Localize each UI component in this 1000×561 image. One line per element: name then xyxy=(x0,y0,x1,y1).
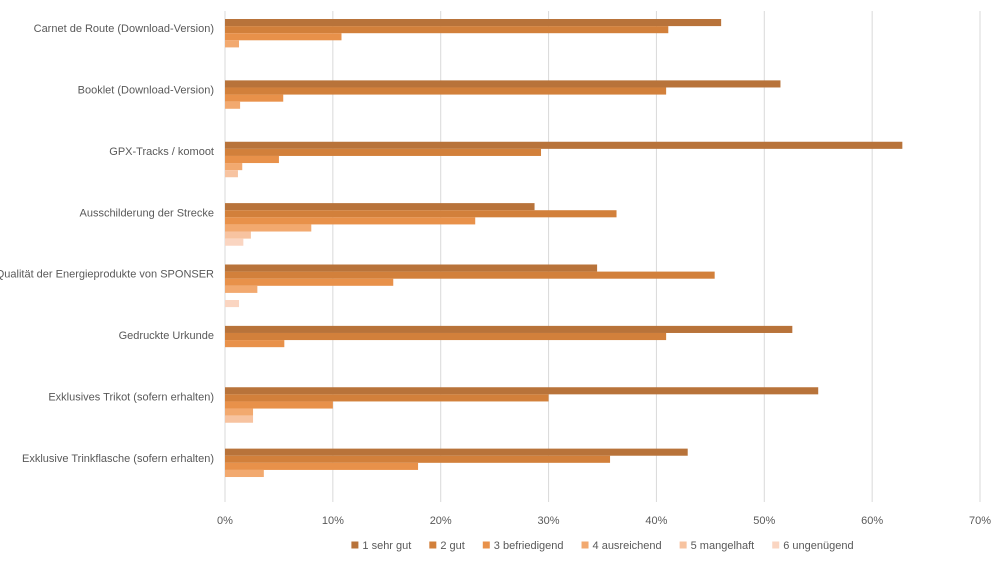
bar-8-4 xyxy=(225,469,264,478)
bar-8-3 xyxy=(225,462,419,470)
category-label: Qualität der Energieprodukte von SPONSER xyxy=(0,269,214,281)
legend-item: 6 ungenügend xyxy=(772,540,854,552)
bar-7-1 xyxy=(225,387,819,395)
bar-3-2 xyxy=(225,148,542,156)
bar-4-1 xyxy=(225,203,535,211)
bar-5-3 xyxy=(225,278,394,286)
bar-2-3 xyxy=(225,94,284,102)
category-label: Exklusive Trinkflasche (sofern erhalten) xyxy=(22,453,214,465)
x-tick-label: 20% xyxy=(430,515,452,527)
legend-item: 2 gut xyxy=(429,540,465,552)
bar-3-4 xyxy=(225,163,243,171)
bar-2-1 xyxy=(225,80,781,88)
bar-6-2 xyxy=(225,332,667,341)
legend-swatch xyxy=(351,541,359,549)
category-label: Ausschilderung der Strecke xyxy=(79,207,214,219)
bar-6-3 xyxy=(225,340,285,348)
bar-6-1 xyxy=(225,325,793,333)
x-tick-label: 60% xyxy=(861,515,883,527)
bar-2-4 xyxy=(225,101,241,109)
category-label: Carnet de Route (Download-Version) xyxy=(34,23,214,35)
bar-5-4 xyxy=(225,285,258,293)
bar-1-4 xyxy=(225,40,240,48)
bar-3-1 xyxy=(225,141,903,149)
x-tick-label: 30% xyxy=(538,515,560,527)
x-tick-label: 40% xyxy=(645,515,667,527)
legend-swatch xyxy=(482,541,490,549)
legend-label: 6 ungenügend xyxy=(783,540,853,552)
bars xyxy=(225,19,903,478)
x-tick-label: 50% xyxy=(753,515,775,527)
x-tick-label: 0% xyxy=(217,515,233,527)
legend-swatch xyxy=(581,541,589,549)
x-tick-label: 70% xyxy=(969,515,991,527)
legend-item: 4 ausreichend xyxy=(581,540,662,552)
x-axis-ticks: 0% 10% 20% 30% 40% 50% 60% 70% xyxy=(217,515,991,527)
legend-item: 3 befriedigend xyxy=(482,540,564,552)
legend-swatch xyxy=(679,541,687,549)
category-labels: Carnet de Route (Download-Version) Bookle… xyxy=(0,23,214,465)
bar-7-5 xyxy=(225,415,254,423)
bar-8-1 xyxy=(225,448,688,456)
bar-1-3 xyxy=(225,33,342,41)
bar-1-2 xyxy=(225,26,669,34)
legend-label: 4 ausreichend xyxy=(593,540,662,552)
legend-label: 5 mangelhaft xyxy=(691,540,755,552)
bar-4-6 xyxy=(225,238,244,246)
bar-7-2 xyxy=(225,394,549,402)
bar-3-3 xyxy=(225,155,279,164)
legend-swatch xyxy=(772,541,780,549)
category-label: Exklusives Trikot (sofern erhalten) xyxy=(48,391,214,403)
legend-swatch xyxy=(429,541,437,549)
bar-4-2 xyxy=(225,210,617,218)
bar-5-2 xyxy=(225,271,715,279)
bar-4-3 xyxy=(225,217,476,225)
legend-label: 2 gut xyxy=(440,540,464,552)
legend-item: 1 sehr gut xyxy=(351,540,411,552)
bar-4-4 xyxy=(225,224,312,232)
bar-3-5 xyxy=(225,170,238,178)
bar-4-5 xyxy=(225,231,251,239)
bar-7-4 xyxy=(225,408,254,416)
legend-item: 5 mangelhaft xyxy=(679,540,755,552)
bar-5-1 xyxy=(225,264,598,272)
bar-5-6 xyxy=(225,300,240,308)
legend-label: 3 befriedigend xyxy=(494,540,564,552)
category-label: Booklet (Download-Version) xyxy=(78,85,214,97)
bar-8-2 xyxy=(225,455,611,463)
legend: 1 sehr gut 2 gut 3 befriedigend 4 ausreiche… xyxy=(351,540,854,552)
legend-label: 1 sehr gut xyxy=(362,540,411,552)
bar-1-1 xyxy=(225,19,722,27)
bar-7-3 xyxy=(225,401,333,409)
category-label: Gedruckte Urkunde xyxy=(119,330,214,342)
bar-2-2 xyxy=(225,87,667,95)
x-tick-label: 10% xyxy=(322,515,344,527)
category-label: GPX-Tracks / komoot xyxy=(109,146,214,158)
